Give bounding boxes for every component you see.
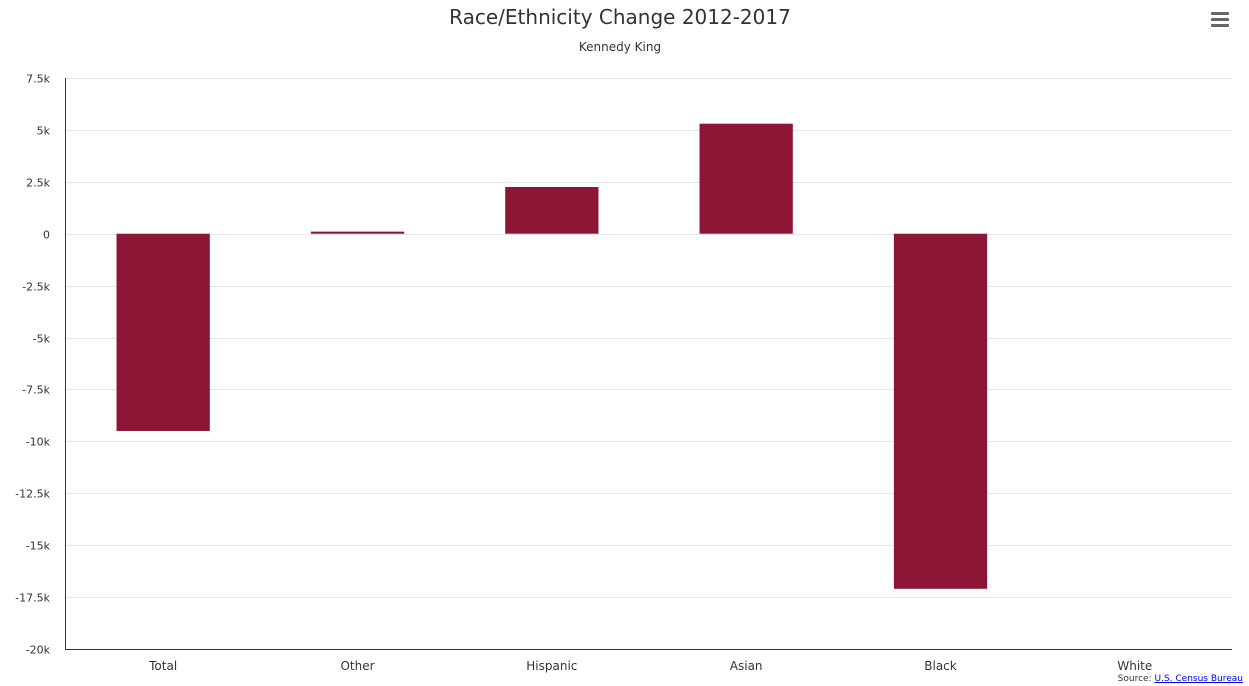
bar-hispanic[interactable] <box>505 187 599 234</box>
chart-title: Race/Ethnicity Change 2012-2017 <box>449 5 791 29</box>
bar-other[interactable] <box>310 231 405 234</box>
y-tick-label: -5k <box>33 333 51 346</box>
y-axis-tick-labels: 7.5k 5k 2.5k 0 -2.5k -5k -7.5k -10k -12.5k -15k -1… <box>15 73 50 657</box>
gridlines <box>66 78 1232 650</box>
x-category-label: Black <box>924 659 957 673</box>
bar-total[interactable] <box>116 233 210 431</box>
bars <box>116 123 988 589</box>
chart-menu-button[interactable] <box>1206 8 1234 30</box>
source-link[interactable]: U.S. Census Bureau <box>1154 674 1244 684</box>
y-tick-label: 7.5k <box>26 73 50 86</box>
y-tick-label: -15k <box>26 540 51 553</box>
chart-subtitle: Kennedy King <box>579 40 661 54</box>
y-tick-label: 5k <box>37 125 51 138</box>
y-tick-label: 0 <box>43 229 50 242</box>
y-tick-label: -10k <box>26 436 51 449</box>
x-category-label: Hispanic <box>526 659 577 673</box>
source-label: Source: <box>1117 674 1152 684</box>
bar-asian[interactable] <box>699 123 793 234</box>
y-tick-label: -17.5k <box>15 592 50 605</box>
y-tick-label: -12.5k <box>15 488 50 501</box>
y-tick-label: -7.5k <box>22 384 50 397</box>
y-tick-label: 2.5k <box>26 177 50 190</box>
x-category-label: Total <box>148 659 177 673</box>
bar-black[interactable] <box>893 233 988 589</box>
x-category-label: Other <box>340 659 374 673</box>
y-tick-label: -2.5k <box>22 281 50 294</box>
x-category-label: White <box>1117 659 1152 673</box>
y-tick-label: -20k <box>26 644 51 657</box>
x-category-label: Asian <box>730 659 763 673</box>
source-credit: Source: U.S. Census Bureau <box>1118 674 1243 684</box>
x-axis-category-labels: Total Other Hispanic Asian Black White <box>148 659 1152 673</box>
